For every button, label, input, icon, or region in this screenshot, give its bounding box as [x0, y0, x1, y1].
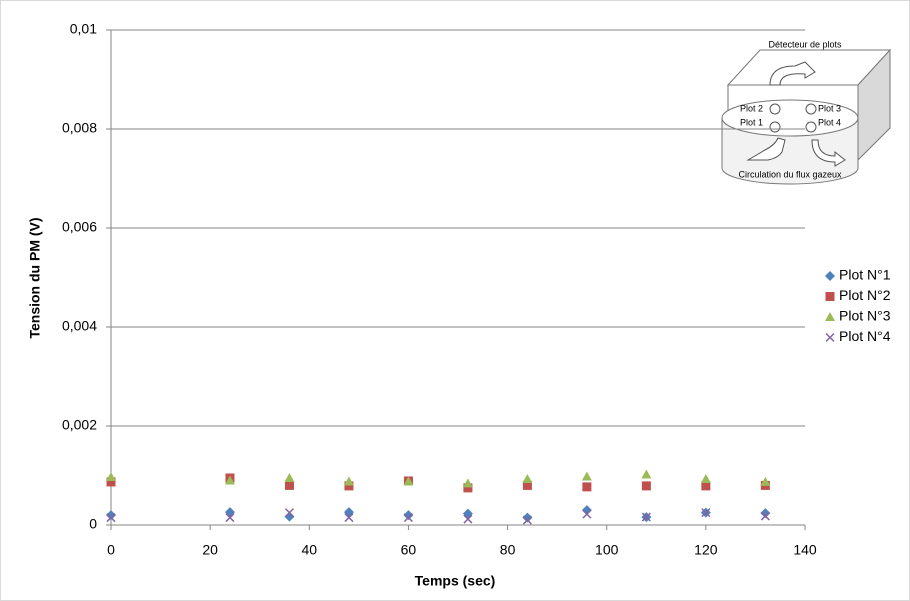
point [284, 480, 294, 490]
point [106, 477, 116, 487]
plot-circle [805, 103, 817, 115]
legend-label: Plot N°2 [839, 287, 891, 303]
inset-label: Plot 2 [740, 103, 763, 113]
cylinder-top [721, 99, 859, 137]
x-tick-label: 100 [595, 542, 619, 558]
legend-marker [825, 292, 835, 301]
point [344, 513, 354, 523]
point [760, 511, 770, 521]
legend-label: Plot N°1 [839, 267, 891, 283]
arrow-out [811, 139, 846, 167]
point [701, 508, 711, 518]
x-tick-label: 120 [694, 542, 718, 558]
point [582, 482, 592, 492]
point [284, 508, 294, 518]
legend-label: Plot N°4 [839, 328, 891, 344]
point [284, 472, 295, 482]
y-tick-label: 0,002 [62, 417, 97, 433]
point [522, 512, 533, 523]
legend-marker [825, 312, 835, 321]
point [641, 469, 652, 479]
x-tick-label: 80 [500, 542, 516, 558]
legend-marker [825, 271, 835, 281]
point [403, 476, 414, 486]
point [343, 476, 354, 486]
x-axis-title: Temps (sec) [415, 573, 496, 589]
y-axis-title: Tension du PM (V) [27, 217, 43, 338]
point [106, 510, 116, 521]
point [701, 481, 711, 491]
y-tick-label: 0,004 [62, 318, 97, 334]
point [463, 483, 473, 493]
point [760, 476, 771, 486]
point [581, 471, 592, 481]
point [463, 514, 473, 524]
point [700, 473, 711, 483]
x-tick-label: 40 [301, 542, 317, 558]
legend-marker [825, 332, 835, 343]
plot-circle [769, 121, 781, 133]
point [582, 509, 592, 519]
arrow-top [769, 61, 816, 86]
point [641, 512, 651, 522]
x-tick-label: 140 [793, 542, 817, 558]
inset-label: Plot 1 [740, 117, 763, 127]
x-tick-label: 20 [202, 542, 218, 558]
point [522, 515, 532, 525]
inset-label: Plot 3 [818, 103, 841, 113]
y-tick-label: 0,006 [62, 219, 97, 235]
y-tick-label: 0,008 [62, 120, 97, 136]
point [641, 481, 651, 491]
plot-circle [769, 103, 781, 115]
point [344, 481, 354, 491]
point [224, 475, 235, 485]
x-tick-label: 0 [107, 542, 115, 558]
point [225, 513, 235, 523]
point [106, 513, 116, 523]
point [760, 508, 771, 519]
point [462, 478, 473, 488]
inset-label: Plot 4 [818, 117, 841, 127]
point [522, 473, 533, 483]
point [403, 510, 414, 521]
arrow-in [746, 137, 786, 161]
point [522, 480, 532, 490]
legend-label: Plot N°3 [839, 308, 891, 324]
point [403, 513, 413, 523]
x-tick-label: 60 [401, 542, 417, 558]
y-tick-label: 0,01 [70, 21, 97, 37]
cylinder [721, 118, 859, 185]
inset-label: Circulation du flux gazeux [738, 169, 842, 179]
point [106, 471, 116, 481]
plot-circle [805, 121, 817, 133]
point [581, 505, 592, 516]
y-tick-label: 0 [89, 516, 97, 532]
inset-diagram: Détecteur de plots Plot 2 Plot 3 Plot 1 … [721, 39, 892, 185]
inset-title: Détecteur de plots [768, 39, 842, 49]
